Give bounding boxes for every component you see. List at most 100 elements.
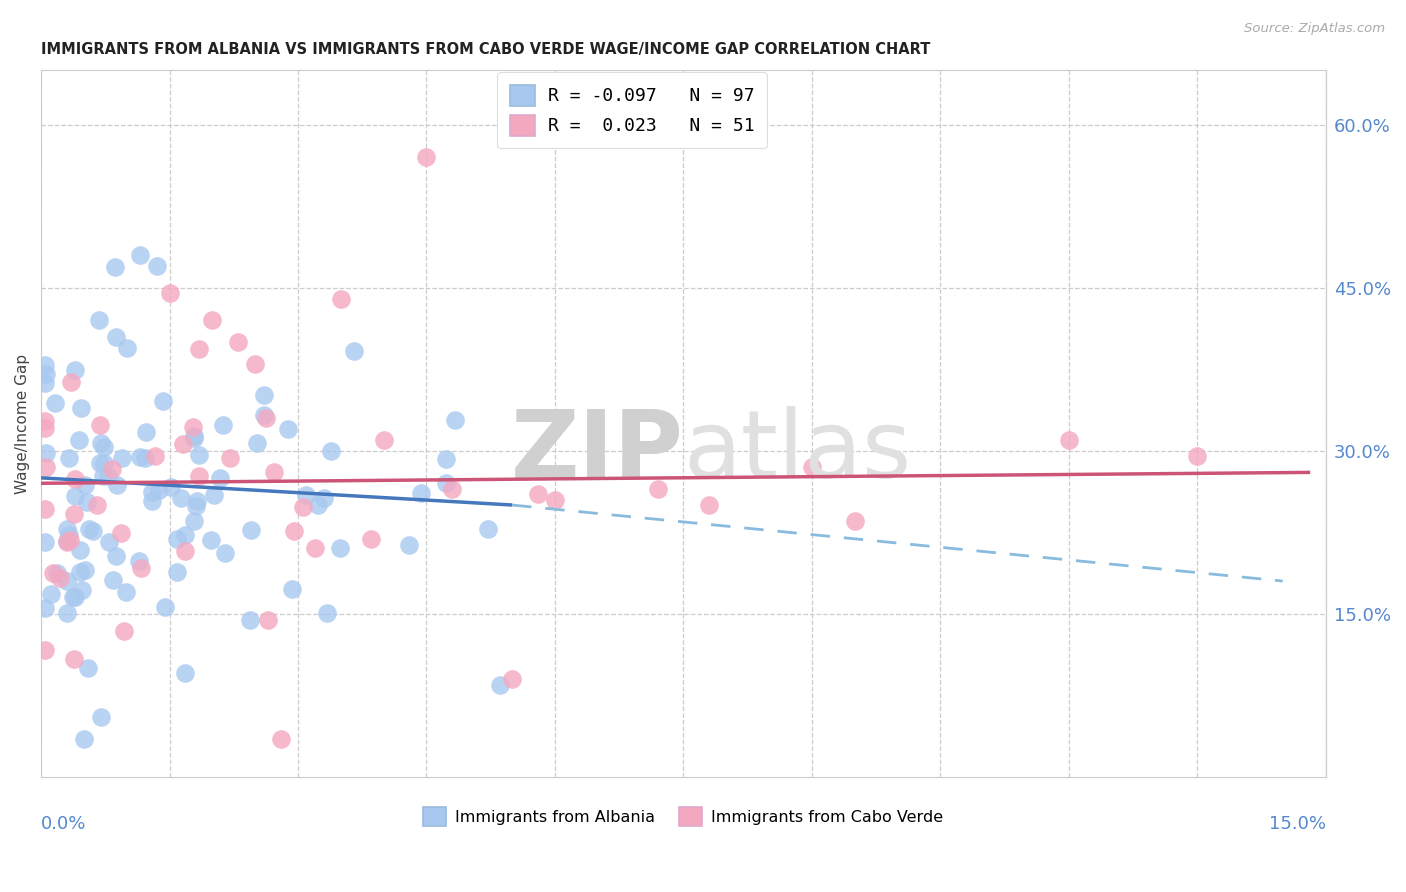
Point (46, 566, 69, 581)
Point (304, 541, 326, 556)
Point (87, 312, 110, 326)
Point (184, 500, 207, 514)
Point (34, 376, 56, 390)
Point (65, 472, 87, 486)
Point (145, 259, 167, 273)
Point (526, 487, 548, 501)
Point (39, 587, 62, 601)
Point (34, 421, 56, 435)
Point (252, 388, 274, 402)
Point (105, 477, 128, 491)
Point (214, 545, 236, 559)
Point (1057, 433, 1080, 447)
Point (246, 435, 269, 450)
Point (307, 498, 329, 512)
Point (647, 482, 669, 496)
Point (56, 534, 79, 549)
Point (76, 661, 98, 675)
Point (93, 440, 115, 454)
Text: atlas: atlas (683, 406, 911, 498)
Point (183, 514, 205, 528)
Point (104, 260, 127, 274)
Point (159, 286, 181, 301)
Point (111, 450, 134, 465)
Point (188, 468, 211, 483)
Point (141, 493, 163, 508)
Point (283, 524, 305, 538)
Point (174, 544, 197, 558)
Point (90, 435, 112, 450)
Point (312, 491, 335, 505)
Point (477, 522, 499, 536)
Point (34, 600, 56, 615)
Point (280, 582, 302, 597)
Point (59, 533, 82, 547)
Point (434, 451, 457, 466)
Point (70, 401, 93, 415)
Point (70, 583, 93, 598)
Point (69, 433, 91, 447)
Text: 15.0%: 15.0% (1268, 815, 1326, 833)
Point (1185, 449, 1208, 463)
Point (34, 502, 56, 516)
Point (316, 607, 339, 621)
Point (110, 525, 132, 540)
Point (270, 731, 292, 746)
Point (152, 394, 174, 409)
Point (56, 523, 79, 537)
Point (276, 422, 298, 436)
Point (73, 563, 96, 577)
Point (44, 395, 66, 409)
Point (89, 456, 111, 470)
Point (112, 624, 135, 638)
Point (173, 665, 195, 680)
Point (186, 494, 208, 508)
Point (501, 672, 523, 686)
Point (62, 590, 84, 604)
Point (134, 450, 156, 465)
Point (253, 409, 276, 423)
Point (183, 428, 205, 442)
Point (441, 482, 464, 496)
Point (79, 522, 101, 536)
Point (42, 566, 65, 581)
Point (129, 560, 152, 574)
Point (444, 413, 467, 427)
Point (115, 585, 138, 599)
Point (153, 599, 176, 614)
Point (409, 486, 432, 500)
Y-axis label: Wage/Income Gap: Wage/Income Gap (15, 353, 30, 493)
Point (63, 489, 86, 503)
Point (58, 528, 80, 542)
Point (360, 532, 382, 546)
Point (34, 642, 56, 657)
Point (201, 313, 224, 327)
Point (97, 468, 120, 483)
Point (160, 480, 183, 494)
Point (321, 443, 343, 458)
Point (34, 535, 56, 549)
Point (63, 652, 86, 666)
Point (844, 514, 866, 528)
Point (256, 613, 278, 627)
Point (115, 341, 138, 355)
Point (174, 528, 197, 542)
Point (166, 566, 188, 580)
Point (34, 414, 56, 428)
Point (56, 606, 79, 620)
Text: 0.0%: 0.0% (41, 815, 87, 833)
Point (263, 465, 285, 479)
Point (135, 425, 157, 439)
Point (98, 534, 121, 549)
Point (69, 565, 91, 579)
Point (800, 460, 823, 475)
Text: Source: ZipAtlas.com: Source: ZipAtlas.com (1244, 22, 1385, 36)
Point (128, 554, 150, 568)
Point (101, 461, 124, 475)
Point (56, 574, 79, 589)
Point (56, 534, 79, 549)
Point (86, 498, 108, 512)
Point (226, 334, 249, 349)
Point (82, 524, 104, 538)
Point (76, 494, 98, 508)
